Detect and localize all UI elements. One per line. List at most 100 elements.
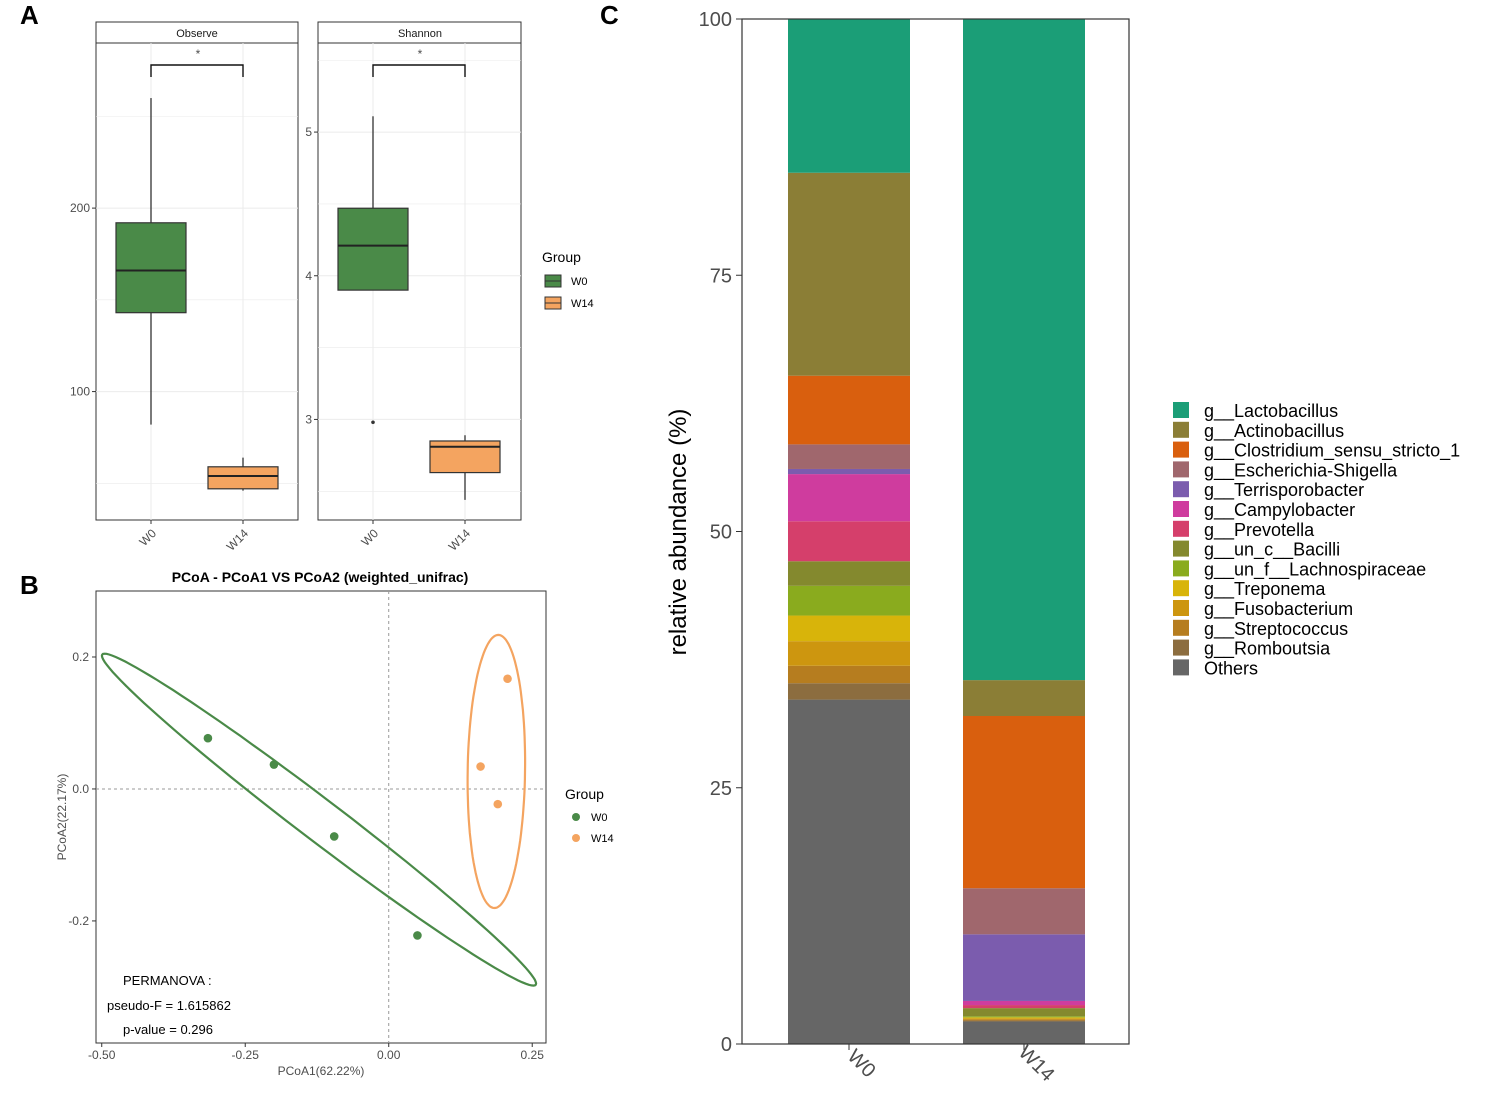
c-x-tick-label-0: W0: [843, 1045, 880, 1082]
legend-label-5: g__Campylobacter: [1204, 500, 1355, 521]
legend-swatch-0: [1173, 402, 1189, 418]
bar-W14-g__Terrisporobacter: [963, 934, 1085, 1001]
bar-W0-g__Lactobacillus: [788, 19, 910, 173]
c-x-tick-label-1: W14: [1014, 1041, 1059, 1086]
pcoa-plot-area: [95, 590, 547, 1044]
point-W0-0: [203, 733, 213, 743]
significance-bracket: [150, 64, 244, 77]
y-tick-label-0: 3: [305, 412, 312, 426]
x-tick-label-1: W14: [446, 526, 474, 554]
legend-b-marker-w14: [572, 834, 580, 842]
panel-label-b: B: [20, 570, 39, 600]
point-W14-0: [503, 674, 512, 684]
legend-swatch-13: [1173, 659, 1189, 676]
permanova-pseudo-f: pseudo-F = 1.615862: [107, 998, 231, 1013]
panel-label-c: C: [600, 0, 619, 30]
box-W0: [337, 207, 409, 291]
bar-W14-g__Streptococcus: [963, 1019, 1085, 1021]
bar-W0-g__Streptococcus: [788, 665, 910, 684]
taxa-legend: g__Lactobacillusg__Actinobacillusg__Clos…: [1173, 401, 1460, 678]
x-tick-label-0: W0: [136, 526, 159, 549]
pcoa-y-tick-label-1: 0.0: [72, 782, 89, 796]
bar-W0-g__Fusobacterium: [788, 641, 910, 666]
point-W0-1: [269, 760, 279, 769]
ellipse-W0: [100, 652, 538, 987]
bar-W14-g__Escherichia-Shigella: [963, 888, 1085, 935]
bar-W14-Others: [963, 1021, 1085, 1044]
legend-label-7: g__un_c__Bacilli: [1204, 540, 1340, 561]
legend-label-4: g__Terrisporobacter: [1204, 480, 1364, 501]
legend-b-marker-w0: [572, 813, 580, 821]
c-y-tick-label-0: 0: [721, 1034, 732, 1056]
observe-significance: *: [196, 47, 201, 61]
bar-W14-g__Actinobacillus: [963, 680, 1085, 716]
shannon-facet: Shannon 3 4 5 W0 W14 *: [305, 21, 522, 554]
bar-W14-g__Campylobacter: [963, 1000, 1085, 1006]
outlier-W0-0: [371, 420, 375, 425]
observe-facet: Observe 100 200 W0 W14 *: [70, 21, 299, 554]
legend-label-6: g__Prevotella: [1204, 520, 1315, 541]
legend-swatch-4: [1173, 481, 1189, 498]
legend-swatch-3: [1173, 461, 1189, 478]
y-tick-label-0: 100: [70, 385, 90, 399]
bar-W14-g__Lactobacillus: [963, 19, 1085, 681]
legend-b-label-w0: W0: [591, 812, 608, 824]
box-W14: [207, 466, 279, 490]
c-y-tick-label-1: 25: [710, 778, 732, 800]
bar-W0-g__Clostridium_sensu_stricto_1: [788, 375, 910, 445]
bar-W0-g__un_c__Bacilli: [788, 561, 910, 586]
bar-W0-g__Escherichia-Shigella: [788, 444, 910, 469]
group-legend-a: Group W0 W14: [542, 249, 594, 310]
c-y-tick-label-2: 50: [710, 522, 732, 544]
legend-swatch-12: [1173, 639, 1189, 656]
legend-swatch-7: [1173, 540, 1189, 557]
pcoa-y-tick-label-2: 0.2: [72, 650, 89, 664]
legend-label-0: g__Lactobacillus: [1204, 401, 1338, 422]
legend-a-title: Group: [542, 249, 581, 265]
panel-label-a: A: [20, 0, 39, 30]
point-W0-3: [413, 931, 422, 940]
point-W14-2: [493, 799, 503, 809]
pcoa-x-tick-label-1: -0.25: [232, 1048, 260, 1062]
legend-b-label-w14: W14: [591, 833, 614, 845]
legend-label-3: g__Escherichia-Shigella: [1204, 460, 1398, 481]
box-W0: [115, 222, 187, 314]
legend-label-12: g__Romboutsia: [1204, 639, 1331, 660]
ellipse-W14: [466, 633, 527, 910]
legend-label-13: Others: [1204, 658, 1258, 678]
legend-swatch-11: [1173, 619, 1189, 636]
bar-W0-g__Campylobacter: [788, 474, 910, 522]
shannon-strip-label: Shannon: [398, 28, 442, 40]
bar-W0-g__Romboutsia: [788, 683, 910, 700]
box-W14: [429, 440, 501, 474]
pcoa-x-tick-label-0: -0.50: [88, 1048, 116, 1062]
point-W14-1: [476, 762, 485, 771]
bar-W0-g__un_f__Lachnospiraceae: [788, 585, 910, 616]
c-y-tick-label-3: 75: [710, 265, 732, 287]
composition-frame: [741, 18, 1130, 1045]
pcoa-x-tick-label-2: 0.00: [377, 1048, 401, 1062]
significance-bracket: [372, 64, 466, 77]
legend-label-9: g__Treponema: [1204, 579, 1326, 600]
bar-W0-g__Treponema: [788, 615, 910, 642]
legend-swatch-10: [1173, 600, 1189, 616]
pcoa-title: PCoA - PCoA1 VS PCoA2 (weighted_unifrac): [172, 569, 469, 585]
legend-swatch-2: [1173, 441, 1189, 458]
bar-W14-g__Fusobacterium: [963, 1018, 1085, 1020]
x-tick-label-0: W0: [358, 526, 381, 549]
bar-W14-g__Romboutsia: [963, 1020, 1085, 1022]
bar-W14-g__Treponema: [963, 1017, 1085, 1019]
bar-W14-g__un_f__Lachnospiraceae: [963, 1016, 1085, 1018]
shannon-significance: *: [418, 47, 423, 61]
legend-label-11: g__Streptococcus: [1204, 619, 1348, 640]
pcoa-y-tick-label-0: -0.2: [68, 914, 89, 928]
y-tick-label-1: 200: [70, 201, 90, 215]
bar-W0-g__Terrisporobacter: [788, 468, 910, 475]
legend-label-2: g__Clostridium_sensu_stricto_1: [1204, 441, 1460, 462]
permanova-title: PERMANOVA :: [123, 973, 212, 988]
x-tick-label-1: W14: [224, 526, 252, 554]
c-y-tick-label-4: 100: [699, 9, 732, 31]
bar-W0-g__Actinobacillus: [788, 172, 910, 376]
bar-W0-Others: [788, 699, 910, 1044]
